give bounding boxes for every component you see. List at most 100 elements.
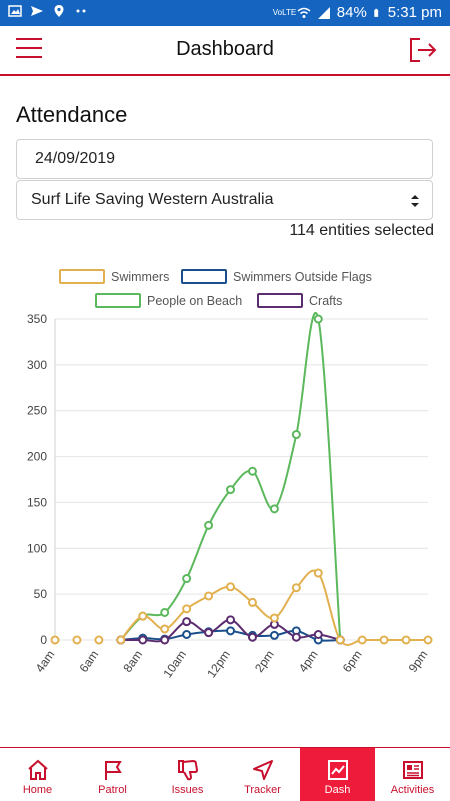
nav-label: Dash xyxy=(324,784,351,796)
signal-icon xyxy=(317,6,330,19)
status-bar: VoLTE 84% 5:31 pm xyxy=(0,0,450,26)
swimmers-point xyxy=(335,635,345,645)
legend-label-crafts: Crafts xyxy=(309,294,342,308)
x-tick-label: 4pm xyxy=(296,648,321,675)
swimmers-point xyxy=(423,635,433,645)
y-tick-label: 350 xyxy=(27,312,47,326)
navigation-icon xyxy=(252,760,273,780)
y-tick-label: 250 xyxy=(27,404,47,418)
x-tick-label: 2pm xyxy=(252,648,277,675)
swimmers-point xyxy=(204,591,214,601)
legend-label-people-on-beach: People on Beach xyxy=(147,294,242,308)
attendance-chart: 0 50 100 150 200 250 300 350 4am 6am 8am 10am 12pm 2p… xyxy=(27,269,433,681)
swimmers-point xyxy=(379,635,389,645)
swimmers-point xyxy=(116,635,126,645)
y-tick-label: 100 xyxy=(27,541,47,555)
chart-icon xyxy=(327,760,348,780)
swimmers-point xyxy=(182,604,192,614)
legend-label-swimmers: Swimmers xyxy=(111,270,169,284)
swimmers-point xyxy=(357,635,367,645)
y-tick-label: 150 xyxy=(27,495,47,509)
crafts-point xyxy=(247,632,257,642)
date-field[interactable]: 24/09/2019 xyxy=(16,139,433,179)
x-tick-label: 6am xyxy=(76,648,101,675)
home-icon xyxy=(27,759,48,780)
legend-swatch-crafts xyxy=(257,293,303,308)
flag-icon xyxy=(104,761,122,780)
people-on-beach-point xyxy=(204,520,214,530)
x-tick-label: 6pm xyxy=(340,648,365,675)
people-on-beach-point xyxy=(160,607,170,617)
people-on-beach-point xyxy=(313,314,323,324)
battery-icon xyxy=(374,8,378,17)
swimmers-point xyxy=(247,597,257,607)
swimmers-point xyxy=(401,635,411,645)
nav-dash[interactable]: Dash xyxy=(300,748,375,801)
y-tick-label: 0 xyxy=(40,633,47,647)
wifi-icon xyxy=(297,7,311,18)
organisation-select[interactable]: Surf Life Saving Western Australia xyxy=(16,180,433,220)
swimmers-point xyxy=(313,568,323,578)
swimmers-point xyxy=(291,583,301,593)
x-tick-label: 10am xyxy=(160,648,189,681)
send-icon xyxy=(31,6,43,16)
crafts-point xyxy=(291,632,301,642)
entities-selected-text: 114 entities selected xyxy=(289,222,434,239)
location-icon xyxy=(54,5,64,17)
clock: 5:31 pm xyxy=(387,4,442,21)
page-title: Dashboard xyxy=(176,38,274,60)
crafts-point xyxy=(182,617,192,627)
swimmers-point xyxy=(50,635,60,645)
people-on-beach-point xyxy=(247,466,257,476)
people-on-beach-point xyxy=(269,504,279,514)
crafts-point xyxy=(204,628,214,638)
y-tick-label: 200 xyxy=(27,450,47,464)
people-on-beach-point xyxy=(182,574,192,584)
nav-label: Home xyxy=(22,784,53,796)
nav-activities[interactable]: Activities xyxy=(375,748,450,801)
nav-label: Activities xyxy=(390,784,435,796)
legend-swatch-swimmers xyxy=(59,269,105,284)
swimmers-point xyxy=(226,582,236,592)
select-arrows-icon xyxy=(411,195,419,207)
logout-icon[interactable] xyxy=(408,36,438,64)
organisation-value: Surf Life Saving Western Australia xyxy=(31,191,274,208)
nav-issues[interactable]: Issues xyxy=(150,748,225,801)
legend-label-swimmers-outside-flags: Swimmers Outside Flags xyxy=(233,270,372,284)
nav-label: Tracker xyxy=(244,784,281,796)
crafts-point xyxy=(226,615,236,625)
swimmers-outside-flags-point xyxy=(226,626,236,636)
battery-percent: 84% xyxy=(336,4,367,21)
more-dots-icon xyxy=(76,9,86,13)
date-value: 24/09/2019 xyxy=(35,150,116,167)
bottom-navigation: Home Patrol Issues Tracker Dash Activities xyxy=(0,747,450,801)
crafts-point xyxy=(313,629,323,639)
swimmers-outside-flags-point xyxy=(269,630,279,640)
people-on-beach-point xyxy=(226,485,236,495)
swimmers-point xyxy=(160,624,170,634)
nav-label: Patrol xyxy=(98,784,127,796)
attendance-title: Attendance xyxy=(16,102,128,127)
legend-swatch-people-on-beach xyxy=(95,293,141,308)
x-tick-label: 12pm xyxy=(204,648,233,681)
crafts-point xyxy=(138,635,148,645)
hamburger-menu-icon[interactable] xyxy=(16,38,42,60)
thumbs-down-icon xyxy=(177,759,198,781)
y-tick-label: 50 xyxy=(34,587,48,601)
newspaper-icon xyxy=(402,761,423,779)
nav-tracker[interactable]: Tracker xyxy=(225,748,300,801)
swimmers-point xyxy=(94,635,104,645)
legend-swatch-swimmers-outside-flags xyxy=(181,269,227,284)
people-on-beach-point xyxy=(291,430,301,440)
app-header: Dashboard xyxy=(0,26,450,76)
nav-patrol[interactable]: Patrol xyxy=(75,748,150,801)
swimmers-point xyxy=(72,635,82,645)
crafts-point xyxy=(160,635,170,645)
nav-home[interactable]: Home xyxy=(0,748,75,801)
swimmers-point xyxy=(138,611,148,621)
x-tick-label: 4am xyxy=(33,648,58,675)
swimmers-point xyxy=(269,613,279,623)
nav-label: Issues xyxy=(171,784,204,796)
y-tick-label: 300 xyxy=(27,358,47,372)
x-tick-label: 8am xyxy=(120,648,145,675)
